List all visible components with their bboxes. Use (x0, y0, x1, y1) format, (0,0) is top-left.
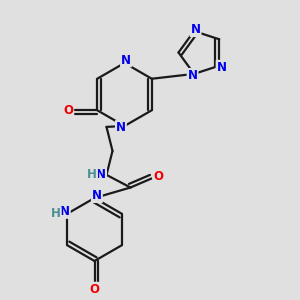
Text: N: N (217, 61, 226, 74)
Text: N: N (92, 189, 102, 202)
Text: O: O (89, 283, 100, 296)
Text: N: N (190, 23, 200, 36)
Text: O: O (63, 104, 73, 117)
Text: H: H (51, 207, 61, 220)
Text: N: N (121, 53, 131, 67)
Text: N: N (96, 168, 106, 181)
Text: N: N (60, 205, 70, 218)
Text: N: N (116, 121, 126, 134)
Text: N: N (188, 69, 197, 82)
Text: O: O (153, 170, 163, 184)
Text: H: H (87, 168, 97, 181)
